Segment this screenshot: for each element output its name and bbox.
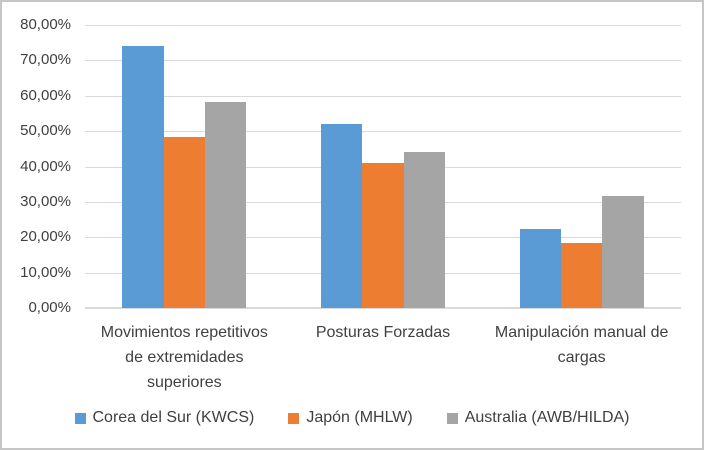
legend-item: Japón (MHLW) (288, 409, 413, 427)
legend-item: Corea del Sur (KWCS) (74, 409, 255, 427)
y-tick-label: 0,00% (28, 299, 71, 316)
x-axis-line (85, 307, 681, 309)
legend-label: Japón (MHLW) (306, 409, 413, 426)
x-category-label: Manipulación manual de cargas (457, 320, 702, 370)
plot-area (85, 25, 681, 309)
y-axis-labels: 0,00% 10,00% 20,00% 30,00% 40,00% 50,00% 60,00… (2, 16, 71, 316)
bar (362, 162, 404, 308)
gridline (85, 60, 681, 62)
bar (519, 229, 561, 308)
bar (122, 45, 164, 308)
bar (602, 195, 644, 308)
x-category-label-line: superiores (146, 374, 222, 391)
legend-color-swatch (74, 412, 86, 424)
x-category-label-line: Manipulación manual de (494, 324, 669, 341)
y-tick-label: 70,00% (20, 51, 71, 69)
bar-group (519, 25, 644, 308)
y-tick-label: 60,00% (20, 86, 71, 104)
legend-item: Australia (AWB/HILDA) (446, 409, 630, 427)
x-axis-labels: Movimientos repetitivos de extremidades su… (2, 320, 702, 400)
x-category-label: Posturas Forzadas (258, 320, 508, 345)
bar (403, 152, 445, 308)
y-tick-label: 30,00% (20, 192, 71, 210)
y-tick-label: 50,00% (20, 122, 71, 140)
y-tick-label: 80,00% (20, 16, 71, 33)
y-tick-label: 20,00% (20, 228, 71, 246)
bar-group (122, 25, 247, 308)
bar (204, 102, 247, 308)
y-tick-label: 40,00% (20, 157, 71, 175)
bar-group (321, 25, 445, 308)
legend: Corea del Sur (KWCS) Japón (MHLW) Australi… (2, 406, 702, 430)
bar (163, 137, 205, 308)
x-category-label-line: de extremidades (125, 349, 244, 366)
legend-label: Corea del Sur (KWCS) (92, 409, 255, 426)
legend-color-swatch (288, 412, 300, 424)
x-category-label-line: cargas (557, 349, 606, 366)
x-category-label: Movimientos repetitivos de extremidades su… (59, 320, 309, 395)
x-category-label-line: Posturas Forzadas (315, 324, 451, 341)
legend-color-swatch (446, 412, 458, 424)
bar (560, 242, 603, 308)
x-category-label-line: Movimientos repetitivos (100, 324, 268, 341)
gridline (85, 131, 681, 133)
gridline (85, 25, 681, 26)
y-tick-label: 10,00% (20, 263, 71, 281)
legend-label: Australia (AWB/HILDA) (464, 409, 630, 426)
gridline (85, 95, 681, 97)
bar (321, 124, 363, 308)
